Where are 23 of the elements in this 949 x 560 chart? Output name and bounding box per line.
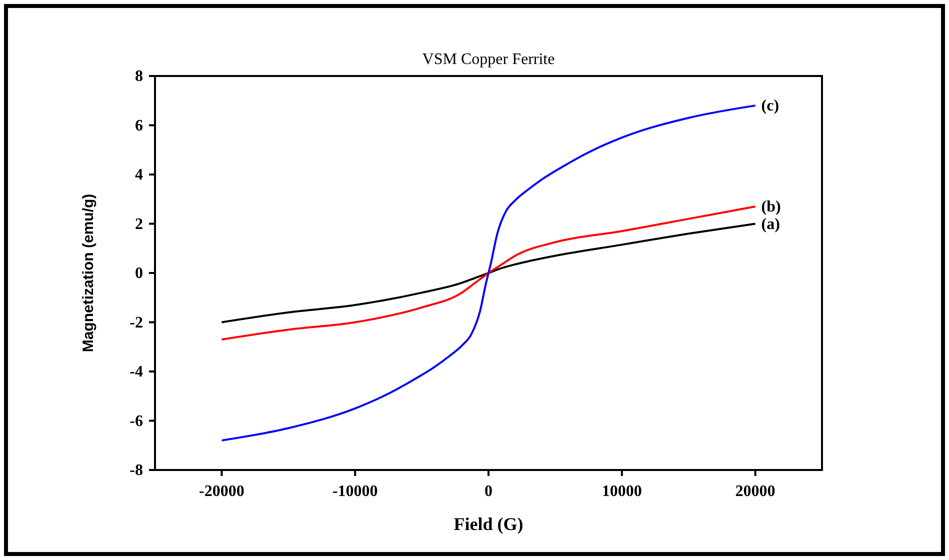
line-series	[220, 206, 756, 340]
x-axis-title: Field (G)	[454, 514, 524, 534]
y-tick-label: 0	[135, 265, 143, 282]
series-label: (b)	[761, 198, 781, 216]
y-tick-label: -2	[130, 314, 143, 332]
y-tick-label: 2	[135, 216, 143, 233]
line-series	[220, 222, 756, 324]
y-tick-label: -4	[130, 364, 143, 380]
x-tick-label: -10000	[332, 483, 378, 500]
x-tick-label: 10000	[602, 483, 642, 500]
y-tick-label: -8	[130, 462, 143, 479]
y-tick-label: -6	[130, 412, 143, 430]
y-tick-label: 8	[135, 68, 143, 85]
line-series	[220, 104, 756, 442]
y-axis-title: Magnetization (emu/g)	[80, 194, 97, 352]
x-tick-label: -20000	[199, 483, 244, 500]
y-tick-label: 4	[135, 166, 143, 184]
series-label: (a)	[761, 216, 780, 233]
x-tick-label: 0	[484, 483, 492, 500]
y-tick-label: 6	[135, 117, 143, 134]
series-label: (c)	[761, 98, 780, 115]
chart-title: VSM Copper Ferrite	[422, 51, 555, 68]
x-tick-label: 20000	[735, 483, 776, 500]
